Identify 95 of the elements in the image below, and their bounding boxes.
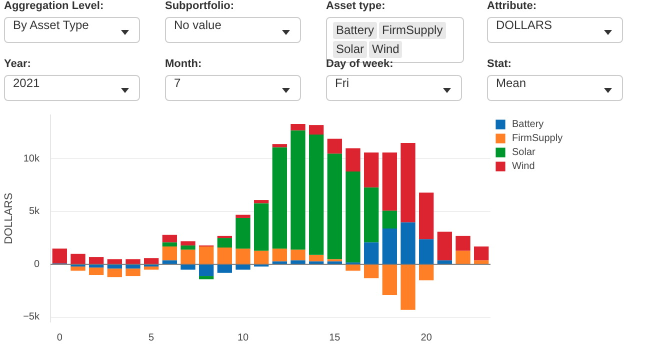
bar — [199, 276, 214, 280]
bar — [144, 266, 159, 270]
text: FirmSupply — [379, 22, 446, 39]
text: Month: — [165, 58, 203, 70]
bar — [217, 238, 232, 248]
bar — [162, 242, 177, 246]
bar — [236, 218, 250, 249]
bar — [346, 264, 360, 271]
bar — [400, 264, 416, 310]
y-tick-label: 0 — [34, 258, 40, 270]
text: Wind — [369, 41, 402, 58]
y-tick-label: −5k — [23, 312, 40, 323]
y-axis-title: DOLLARS — [3, 192, 16, 244]
bar — [400, 222, 416, 264]
bar — [254, 200, 269, 204]
text: Stat: — [487, 58, 512, 70]
text: 7 — [165, 75, 301, 101]
legend-label: FirmSupply — [512, 132, 563, 144]
text: 2021 — [4, 75, 140, 101]
text: Attribute: — [487, 0, 538, 12]
bar — [364, 187, 379, 242]
bar — [474, 246, 489, 260]
text: Year: — [4, 58, 32, 70]
bar — [456, 236, 470, 251]
text: Asset type: — [326, 0, 386, 12]
bar — [382, 228, 397, 264]
bar — [382, 210, 397, 229]
bar — [364, 242, 379, 264]
x-tick-label: 15 — [329, 332, 341, 344]
bar — [107, 268, 122, 278]
bar — [162, 234, 177, 242]
bar — [199, 264, 214, 276]
bar — [217, 248, 232, 264]
bar — [364, 264, 379, 278]
bar — [309, 134, 324, 255]
legend-label: Wind — [512, 160, 535, 172]
bar — [217, 236, 232, 238]
bar — [199, 246, 214, 264]
bar — [382, 264, 397, 296]
text: DOLLARS — [487, 17, 623, 43]
bar — [89, 268, 104, 275]
bar — [382, 152, 397, 211]
bar — [272, 147, 287, 249]
text: Solar — [333, 41, 368, 58]
bar — [400, 143, 416, 222]
bar — [217, 264, 232, 273]
bar — [162, 246, 177, 260]
legend-label: Battery — [512, 118, 544, 130]
legend-label: Solar — [512, 146, 536, 158]
bar — [126, 268, 140, 276]
y-tick-label: 10k — [23, 153, 40, 164]
bar — [419, 264, 434, 280]
bar — [52, 248, 67, 264]
text: Subportfolio: — [165, 0, 236, 12]
bar — [290, 124, 306, 130]
x-tick-label: 5 — [148, 332, 155, 344]
x-tick-label: 10 — [237, 332, 249, 344]
bar — [89, 257, 104, 264]
bar — [126, 259, 140, 264]
text: No value — [165, 17, 301, 43]
text: Battery — [333, 22, 378, 39]
text: Mean — [487, 75, 623, 101]
y-tick-label: 5k — [28, 206, 40, 218]
bar — [290, 130, 306, 250]
x-tick-label: 20 — [420, 332, 432, 344]
bar — [70, 266, 86, 271]
bar — [272, 248, 287, 262]
bar — [144, 258, 159, 264]
bar — [419, 192, 434, 240]
bar — [364, 152, 379, 188]
bar — [70, 254, 86, 264]
bar — [327, 138, 342, 154]
bar — [180, 241, 196, 246]
bar — [236, 248, 250, 264]
bar — [180, 245, 196, 250]
text: Aggregation Level: — [4, 0, 105, 12]
text: Day of week: — [326, 58, 394, 70]
x-tick-label: 0 — [56, 332, 63, 344]
bar — [327, 154, 342, 260]
bar — [272, 144, 287, 148]
bar — [107, 259, 122, 264]
bar — [254, 250, 269, 264]
bar — [180, 250, 196, 264]
text: Fri — [326, 75, 462, 101]
bar — [254, 203, 269, 251]
bar — [309, 254, 324, 262]
bar — [437, 232, 452, 260]
bar — [419, 239, 434, 264]
text: By Asset Type — [4, 17, 140, 43]
bar — [456, 250, 470, 264]
bar — [290, 250, 306, 260]
bar — [236, 214, 250, 218]
bar — [346, 148, 360, 172]
bar — [309, 125, 324, 135]
bar — [346, 172, 360, 262]
